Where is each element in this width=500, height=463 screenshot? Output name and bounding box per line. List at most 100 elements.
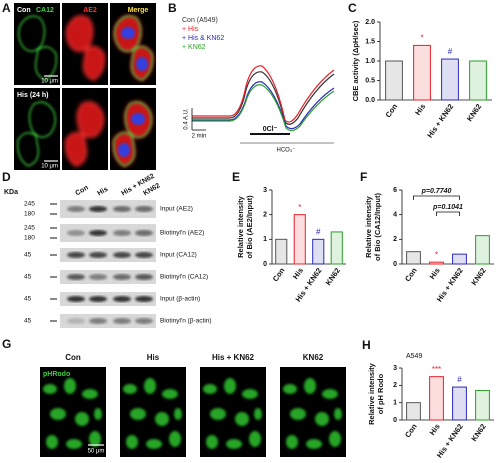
image-label: CA12 [36, 7, 54, 14]
y-tick-label: 2 [263, 212, 267, 219]
y-tick-label: 2.0 [365, 19, 375, 26]
legend-entry: + His [182, 26, 199, 33]
band [89, 274, 107, 280]
legend-entry: + KN62 [182, 44, 206, 51]
scale-label: 0.4 A.U. [184, 108, 190, 130]
blot-strip [60, 200, 156, 218]
bar [330, 231, 343, 265]
chart-title: A549 [406, 353, 422, 360]
image-label: Con [17, 7, 31, 14]
significance-label: *** [432, 365, 441, 374]
y-axis-label: Relative intensity [364, 195, 373, 258]
y-tick-label: 1.5 [365, 38, 375, 45]
micrograph-row: Con His His + KN62 KN62 pHRodo 50 μm [40, 353, 346, 457]
x-tick-label: His [428, 266, 442, 281]
micrograph [14, 88, 60, 170]
legend: Con (A549) + His + His & KN62 + KN62 [182, 17, 224, 51]
scale-label: 10 μm [41, 79, 58, 85]
band [135, 252, 153, 258]
panel-letter: D [2, 170, 11, 184]
panel-letter: F [360, 170, 367, 184]
band [113, 318, 131, 324]
bar [406, 251, 421, 265]
comparison-label: p=0.7740 [421, 188, 452, 195]
bar [475, 235, 490, 265]
band [67, 252, 85, 258]
scale-label: 2 min [192, 134, 207, 140]
blot-label: Biotinyl'n (CA12) [160, 274, 208, 281]
trace [192, 81, 335, 130]
kda-label: 45 [24, 274, 32, 281]
y-tick-label: 6 [393, 187, 397, 194]
bar [312, 238, 325, 265]
column-label: KN62 [303, 353, 324, 362]
bar [452, 253, 467, 265]
band [67, 296, 85, 302]
panel-letter: C [348, 1, 357, 15]
blot-strip [60, 224, 156, 242]
y-axis-label: of pH Rodo [376, 373, 385, 414]
y-axis-label: of Bio (CA12/Input) [373, 193, 382, 261]
kda-label: KDa [4, 189, 18, 196]
blot-strip [60, 314, 156, 328]
lane-label: His [96, 186, 109, 198]
comparison-bracket [413, 195, 460, 200]
bar-label: HCO₃⁻ [277, 148, 296, 154]
bar [475, 390, 490, 421]
x-tick-label: His [291, 266, 305, 281]
y-tick-label: 1.0 [365, 58, 375, 65]
y-tick-label: 3 [393, 365, 397, 372]
image-label: His (24 h) [17, 92, 49, 99]
blot-label: Input (AE2) [160, 206, 193, 213]
kda-label: 180 [24, 211, 35, 218]
image-label: Merge [128, 7, 149, 14]
image-label: AE2 [83, 7, 97, 14]
y-tick-label: 0.5 [365, 77, 375, 84]
trace [192, 71, 335, 125]
legend-entry: + His & KN62 [182, 35, 224, 42]
x-tick-label: KN62 [324, 266, 342, 287]
band [135, 206, 153, 212]
y-tick-label: 1 [263, 236, 267, 243]
band [113, 230, 131, 236]
charts: C 0.0 0.5 1.0 1.5 2.0 CBE activity (ΔpH/sec) Co… [232, 1, 494, 460]
y-axis-label: of Bio (AE2/Input) [245, 195, 254, 259]
kda-label: 45 [24, 296, 32, 303]
bar [275, 238, 288, 265]
x-tick-label: His [428, 422, 442, 437]
band [113, 296, 131, 302]
y-axis-label: Relative intensity [236, 195, 245, 258]
panel-letter: B [168, 1, 177, 15]
band [89, 318, 107, 324]
bar [406, 402, 421, 421]
y-tick-label: 0 [263, 261, 267, 268]
bar [429, 376, 444, 421]
trace [192, 84, 335, 132]
blot-label: Biotinyl'n (β-actin) [160, 318, 212, 325]
scale-label: 10 μm [41, 164, 58, 170]
panel-letter: G [2, 337, 11, 351]
band [135, 296, 153, 302]
micrograph-grid [14, 3, 156, 170]
band [113, 252, 131, 258]
panel-letter: E [232, 170, 240, 184]
band [113, 206, 131, 212]
column-label: His [147, 353, 160, 362]
kda-label: 245 [24, 225, 35, 232]
comparison-label: p=0.1041 [432, 204, 463, 211]
significance-label: * [420, 34, 423, 43]
x-tick-label: Con [403, 266, 419, 283]
kda-label: 45 [24, 318, 32, 325]
band [135, 318, 153, 324]
column-label: His + KN62 [212, 353, 255, 362]
kda-label: 45 [24, 252, 32, 259]
blot-strip [60, 292, 156, 306]
blot-label: Biotinyl'n (AE2) [160, 230, 204, 237]
x-tick-label: Con [403, 422, 419, 439]
kda-label: 245 [24, 201, 35, 208]
significance-label: # [457, 375, 462, 384]
band [67, 206, 85, 212]
x-tick-label: KN62 [469, 266, 487, 287]
blot-strip [60, 248, 156, 262]
